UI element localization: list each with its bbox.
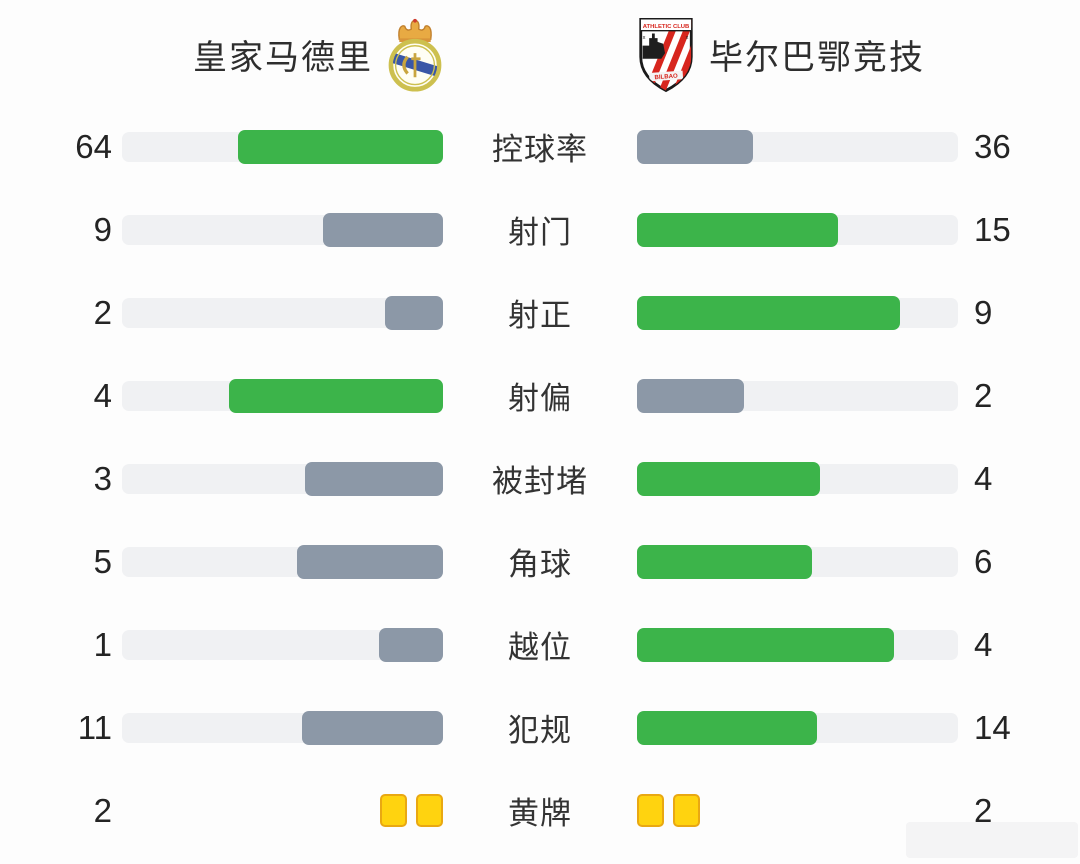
stat-label: 射正: [508, 298, 572, 333]
away-value: 9: [974, 293, 993, 331]
yellow-card-icon: [637, 794, 664, 827]
away-value: 6: [974, 542, 993, 580]
away-team-header: ATHLETIC CLUB BILBAO x x 毕尔巴鄂竞技: [637, 15, 1054, 95]
home-value: 9: [93, 210, 112, 248]
away-bar-fill: [637, 212, 838, 247]
crest-top-text: ATHLETIC CLUB: [643, 23, 690, 29]
away-team-name: 毕尔巴鄂竞技: [709, 39, 925, 77]
away-bar-fill: [637, 710, 817, 745]
stat-label: 越位: [508, 630, 572, 665]
san-mames-silhouette: [642, 32, 666, 59]
header: 皇家马德里: [0, 0, 1080, 105]
stat-row-yellow-cards: 2 黄牌 2: [0, 769, 1080, 852]
home-value: 64: [75, 127, 112, 165]
stat-row-fouls: 11 犯规 14: [0, 686, 1080, 769]
home-team-name: 皇家马德里: [193, 39, 373, 77]
away-value: 4: [974, 459, 993, 497]
stat-row-corners: 5 角球 6: [0, 520, 1080, 603]
home-value: 2: [93, 293, 112, 331]
away-bar: [637, 295, 958, 330]
away-value: 14: [974, 708, 1011, 746]
away-value: 15: [974, 210, 1011, 248]
stat-label: 控球率: [492, 132, 588, 167]
home-bar-fill: [301, 710, 443, 745]
yellow-card-icon: [673, 794, 700, 827]
away-bar: [637, 378, 958, 413]
home-bar: [122, 710, 443, 745]
away-yellow-cards: [637, 794, 958, 827]
home-bar: [122, 461, 443, 496]
home-bar: [122, 378, 443, 413]
home-bar: [122, 129, 443, 164]
svg-text:x: x: [643, 35, 646, 41]
away-bar: [637, 627, 958, 662]
stats-list: 64 控球率 36 9 射门 15 2 射正 9 4 射偏 2 3 被封堵 4 …: [0, 105, 1080, 852]
stat-row-shots-off-target: 4 射偏 2: [0, 354, 1080, 437]
away-value: 4: [974, 625, 993, 663]
home-bar: [122, 212, 443, 247]
home-bar-fill: [384, 295, 443, 330]
stat-label: 黄牌: [508, 796, 572, 831]
stat-label: 犯规: [508, 713, 572, 748]
home-bar: [122, 544, 443, 579]
yellow-card-icon: [416, 794, 443, 827]
home-bar-fill: [322, 212, 443, 247]
home-bar-fill: [378, 627, 443, 662]
crest-bottom-text: BILBAO: [654, 72, 678, 81]
stat-row-possession: 64 控球率 36: [0, 105, 1080, 188]
home-bar-fill: [228, 378, 443, 413]
svg-text:x: x: [686, 35, 689, 41]
home-bar-fill: [296, 544, 443, 579]
away-bar-fill: [637, 627, 894, 662]
away-bar-fill: [637, 461, 821, 496]
stat-label: 射门: [508, 215, 572, 250]
home-value: 2: [93, 791, 112, 829]
athletic-club-crest-icon: ATHLETIC CLUB BILBAO x x: [639, 17, 693, 92]
away-bar-fill: [637, 129, 753, 164]
watermark: [906, 822, 1078, 858]
home-team-header: 皇家马德里: [10, 18, 443, 92]
home-bar: [122, 627, 443, 662]
stat-row-blocked: 3 被封堵 4: [0, 437, 1080, 520]
stat-row-shots: 9 射门 15: [0, 188, 1080, 271]
stat-row-shots-on-target: 2 射正 9: [0, 271, 1080, 354]
away-value: 2: [974, 376, 993, 414]
stat-label: 被封堵: [492, 464, 588, 499]
stat-label: 射偏: [508, 381, 572, 416]
away-bar: [637, 212, 958, 247]
home-yellow-cards: [122, 794, 443, 827]
away-bar: [637, 461, 958, 496]
home-value: 11: [77, 708, 112, 746]
stat-row-offsides: 1 越位 4: [0, 603, 1080, 686]
home-value: 3: [93, 459, 112, 497]
real-madrid-crest-icon: [388, 18, 442, 92]
crown-icon: [398, 18, 432, 40]
away-bar: [637, 544, 958, 579]
away-bar-fill: [637, 378, 744, 413]
away-bar-fill: [637, 295, 900, 330]
home-bar: [122, 295, 443, 330]
stat-label: 角球: [508, 547, 572, 582]
away-bar: [637, 129, 958, 164]
home-value: 5: [93, 542, 112, 580]
home-bar-fill: [305, 461, 443, 496]
away-bar-fill: [637, 544, 812, 579]
yellow-card-icon: [380, 794, 407, 827]
away-value: 36: [974, 127, 1011, 165]
away-value: 2: [974, 791, 993, 829]
away-bar: [637, 710, 958, 745]
home-bar-fill: [237, 129, 443, 164]
home-value: 1: [93, 625, 112, 663]
home-value: 4: [93, 376, 112, 414]
